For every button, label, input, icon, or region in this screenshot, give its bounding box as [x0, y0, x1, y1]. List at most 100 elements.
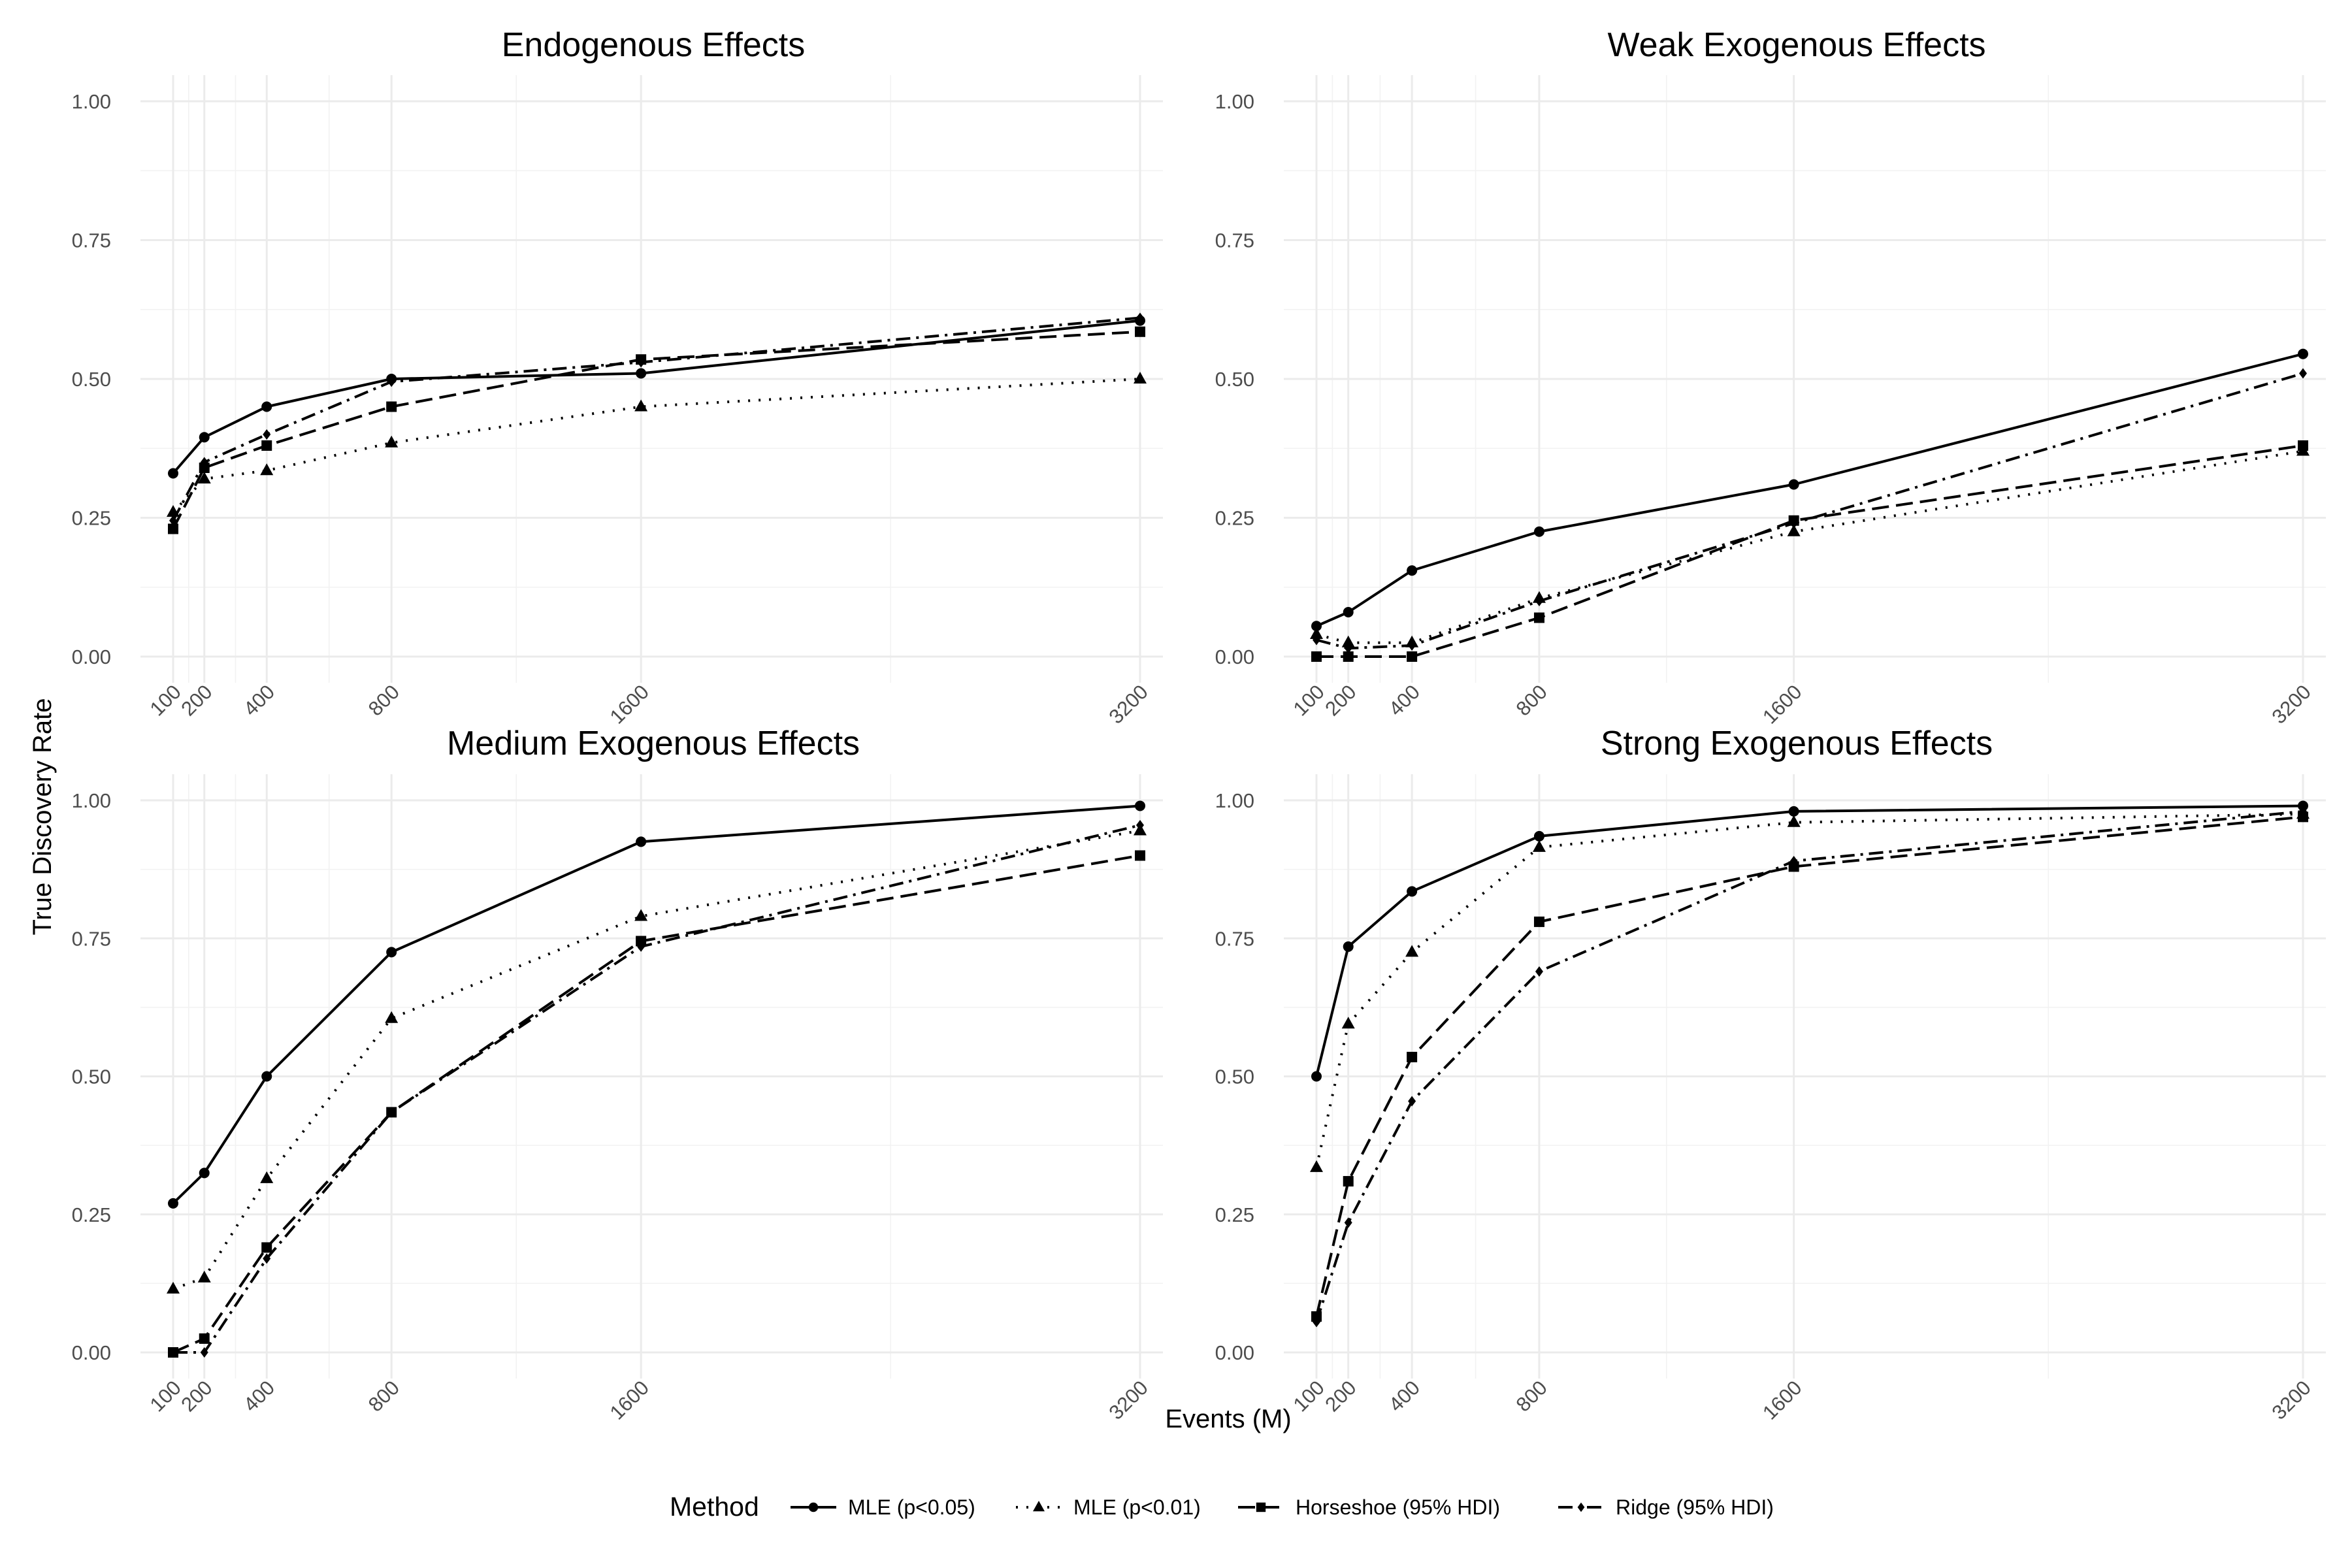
data-point: [387, 376, 396, 387]
major-gridlines: [140, 75, 1163, 683]
major-gridlines: [1284, 774, 2326, 1379]
data-point: [1310, 1160, 1323, 1172]
y-tick-label: 0.75: [72, 927, 111, 950]
data-point: [1135, 326, 1145, 337]
panel-title: Medium Exogenous Effects: [447, 725, 860, 762]
data-point: [1310, 627, 1323, 639]
data-point: [1533, 830, 1544, 841]
y-tick-label: 0.25: [1215, 1203, 1254, 1226]
data-point: [167, 1281, 180, 1294]
y-tick-label: 0.50: [1215, 1066, 1254, 1088]
series-mle-p-0-01: [167, 372, 1147, 517]
series-horseshoe-95-hdi: [1311, 811, 2308, 1322]
legend-key-marker: [808, 1502, 819, 1512]
y-tick-label: 1.00: [1215, 789, 1254, 812]
data-point: [197, 1270, 211, 1282]
data-point: [1789, 855, 1798, 866]
x-tick-label: 3200: [1104, 680, 1152, 728]
data-point: [260, 1171, 274, 1183]
data-point: [200, 1347, 208, 1358]
data-point: [1136, 312, 1144, 323]
x-axis-title: Events (M): [1165, 1405, 1291, 1433]
major-gridlines: [140, 774, 1163, 1379]
data-point: [1344, 643, 1352, 654]
data-point: [1407, 565, 1418, 576]
series-ridge-95-hdi: [169, 312, 1144, 526]
x-tick-label: 3200: [1104, 1376, 1152, 1424]
series-line: [1316, 372, 2304, 650]
x-tick-label: 800: [364, 680, 404, 720]
x-tick-label: 1600: [606, 680, 654, 728]
data-point: [200, 457, 208, 468]
data-point: [169, 1347, 177, 1358]
data-point: [1134, 372, 1147, 384]
series-horseshoe-95-hdi: [168, 850, 1145, 1358]
y-tick-label: 0.25: [1215, 507, 1254, 530]
data-point: [1788, 861, 1799, 872]
data-point: [1408, 1096, 1416, 1107]
series-line: [172, 804, 1141, 1205]
series-mle-p-0-01: [1310, 807, 2310, 1172]
y-axis-title: True Discovery Rate: [28, 698, 57, 935]
data-point: [1313, 634, 1320, 645]
data-point: [636, 936, 647, 947]
legend-key-marker: [1577, 1502, 1585, 1512]
series-line: [173, 824, 1141, 1354]
data-point: [2298, 440, 2308, 451]
series-ridge-95-hdi: [1313, 806, 2307, 1328]
x-tick-label: 800: [364, 1376, 404, 1416]
data-point: [636, 368, 647, 379]
data-point: [199, 1168, 210, 1179]
x-tick-label: 100: [1289, 1376, 1329, 1416]
data-point: [261, 440, 272, 451]
data-point: [1533, 612, 1544, 623]
y-tick-label: 0.75: [1215, 229, 1254, 252]
data-point: [385, 1011, 399, 1023]
x-tick-label: 1600: [1758, 680, 1806, 728]
data-point: [2299, 368, 2307, 379]
panel-title: Endogenous Effects: [502, 26, 806, 64]
series-line: [1315, 804, 2304, 1077]
data-point: [168, 523, 178, 534]
data-point: [1343, 941, 1354, 952]
series-mle-p-0-05: [1311, 348, 2308, 632]
legend-item-mle-p-0-05: MLE (p<0.05): [791, 1495, 975, 1519]
x-tick-label: 400: [239, 1376, 279, 1416]
x-tick-label: 400: [1384, 680, 1424, 720]
y-tick-label: 0.75: [1215, 927, 1254, 950]
data-point: [168, 1198, 178, 1209]
data-point: [1788, 479, 1799, 490]
x-tick-label: 200: [176, 680, 216, 720]
data-point: [1343, 607, 1354, 617]
x-tick-label: 200: [176, 1376, 216, 1416]
legend-label: MLE (p<0.05): [848, 1495, 975, 1519]
data-point: [1135, 800, 1145, 811]
legend-label: MLE (p<0.01): [1073, 1495, 1201, 1519]
panel-strong-exogenous-effects: Strong Exogenous Effects 0.00 0.25 0.50 0.75…: [1215, 725, 2326, 1424]
legend-item-ridge-95-hdi: Ridge (95% HDI): [1558, 1495, 1774, 1519]
y-tick-label: 0.00: [72, 1341, 111, 1364]
x-tick-label: 100: [1289, 680, 1329, 720]
data-point: [385, 435, 399, 448]
legend-label: Ridge (95% HDI): [1616, 1495, 1774, 1519]
x-tick-label: 1600: [1758, 1376, 1806, 1424]
data-point: [199, 1333, 210, 1344]
data-point: [261, 401, 272, 412]
x-tick-label: 800: [1512, 680, 1552, 720]
data-point: [1535, 966, 1543, 977]
legend: Method MLE (p<0.05) MLE (p<0.01) Horseshoe…: [670, 1492, 1774, 1522]
data-point: [637, 941, 645, 952]
series-mle-p-0-05: [168, 800, 1145, 1209]
data-point: [2298, 348, 2308, 359]
data-point: [1407, 886, 1418, 897]
legend-item-horseshoe-95-hdi: Horseshoe (95% HDI): [1238, 1495, 1500, 1519]
data-point: [1135, 850, 1145, 861]
y-tick-label: 1.00: [1215, 90, 1254, 113]
data-point: [636, 836, 647, 847]
series-line: [172, 854, 1141, 1354]
panel-title: Strong Exogenous Effects: [1601, 725, 1993, 762]
panel-weak-exogenous-effects: Weak Exogenous Effects 0.00 0.25 0.50 0.75 1.…: [1215, 26, 2326, 728]
data-point: [1407, 1051, 1418, 1062]
panel-title: Weak Exogenous Effects: [1607, 26, 1985, 64]
